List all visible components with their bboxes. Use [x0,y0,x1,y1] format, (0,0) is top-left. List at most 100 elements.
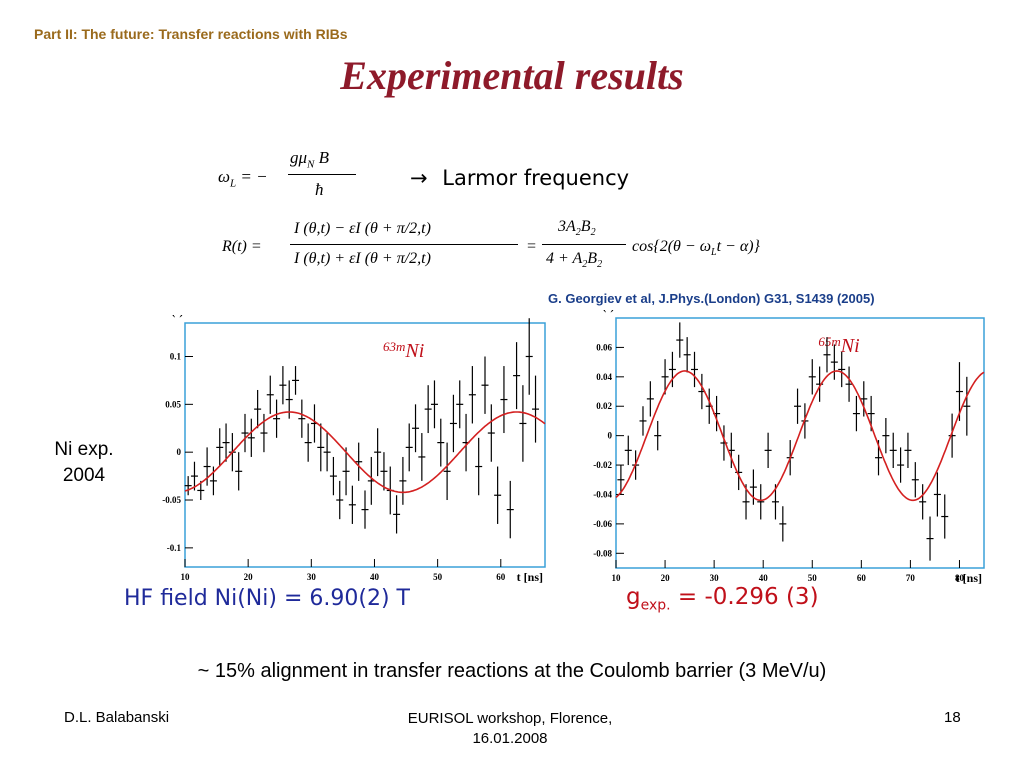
side-note-line2: 2004 [62,465,106,486]
footer-event-line1: EURISOL workshop, Florence, [407,710,613,727]
x-tick-label: 60 [496,572,506,582]
data-point [845,366,853,402]
data-point [852,395,860,432]
larmor-label: → Larmor frequency [410,166,629,190]
data-point [639,406,647,436]
x-tick-label: 80 [955,573,965,583]
data-point [904,432,912,468]
data-point [298,399,306,438]
data-point [757,484,765,520]
data-point [235,452,243,491]
conclusion-text: ~ 15% alignment in transfer reactions at… [197,660,827,682]
ratio-formula: R(t) = I (θ,t) − εI (θ + π/2,t) I (θ,t) … [222,218,760,271]
data-point [449,394,457,453]
data-point [889,432,897,468]
y-tick-label: -0.06 [593,519,612,529]
data-point [304,423,312,462]
data-point [838,351,846,388]
data-point [424,385,432,434]
isotope-label: 63mNi [383,339,424,362]
g-symbol: g [626,584,641,610]
data-point [882,418,890,454]
x-tick-label: 20 [244,572,254,582]
x-tick-label: 50 [808,573,818,583]
y-tick-label: -0.04 [593,489,612,499]
data-point [197,480,205,501]
data-point [926,516,934,561]
data-point [456,380,464,429]
data-point [380,452,388,491]
data-point [285,380,293,419]
data-point [676,322,684,358]
g-value: = -0.296 (3) [677,584,819,610]
data-point [323,433,331,472]
data-point [941,494,949,539]
data-point [963,376,971,436]
y-tick-label: 0 [177,447,182,457]
data-point [668,351,676,388]
footer-author: D.L. Balabanski [64,709,170,726]
data-point [266,375,274,414]
isotope-mass: 63m [383,339,405,354]
data-point [506,480,514,539]
y-tick-label: -0.05 [162,495,181,505]
data-point [418,433,426,481]
isotope-mass: 65m [818,334,840,349]
x-tick-label: 70 [906,573,916,583]
hf-field-text: HF field Ni(Ni) = 6.90(2) T [124,586,410,611]
y-tick-label: 0.1 [170,351,182,361]
data-point [749,469,757,505]
data-point [468,366,476,424]
data-point [933,472,941,517]
y-tick-label: -0.02 [593,460,612,470]
data-point [513,342,521,410]
y-tick-label: 0 [608,431,613,441]
data-point [254,389,262,429]
slide-title: Experimental results [340,53,684,98]
x-axis-label: t [ns] [517,570,543,584]
data-point [430,380,438,429]
data-point [260,413,268,453]
data-point [273,399,281,438]
data-point [317,423,325,472]
x-tick-label: 50 [433,572,443,582]
plot-ni65m: -0.08 -0.06 -0.04 -0.02 0 0.02 0.04 0.06 10 20 30 4… [593,310,985,585]
data-point [190,461,198,491]
y-tick-label: -0.1 [167,543,182,553]
y-axis-label: R(t) [163,315,184,318]
plot-frame [615,317,985,569]
data-point [830,344,838,380]
plot-frame [184,322,546,568]
footer-event-line2: 16.01.2008 [472,730,548,747]
data-point [691,351,699,388]
data-point [475,437,483,496]
footer-page-number: 18 [944,709,961,726]
data-point [735,454,743,491]
data-point [361,490,369,529]
data-point [342,447,350,496]
data-point [764,432,772,468]
data-point [348,485,356,524]
data-point [374,428,382,477]
x-tick-label: 10 [612,573,622,583]
data-point [494,466,502,524]
data-point [329,456,337,496]
g-subscript: exp. [640,597,671,614]
data-point [948,413,956,458]
data-point [292,366,300,395]
data-point [393,495,401,534]
data-point [624,435,632,466]
data-point [336,480,344,520]
data-point [816,366,824,402]
isotope-element: Ni [840,335,860,357]
isotope-element: Ni [404,340,424,362]
footer-event: EURISOL workshop, Florence, 16.01.2008 [360,709,660,749]
data-point [405,423,413,472]
x-tick-label: 60 [857,573,867,583]
plot-ni63m: -0.1 -0.05 0 0.05 0.1 10 20 30 40 50 60 R(t) t [ns] 6… [162,315,546,584]
x-tick-label: 30 [307,572,317,582]
x-tick-label: 40 [759,573,769,583]
data-point [779,506,787,542]
data-point [911,462,919,498]
data-point [617,465,625,495]
